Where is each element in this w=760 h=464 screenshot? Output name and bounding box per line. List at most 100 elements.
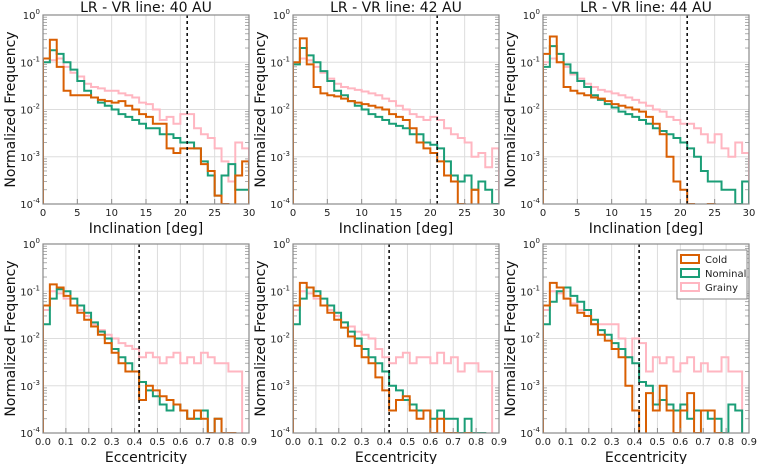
series-cold	[543, 35, 716, 204]
x-tick-label: 0.6	[672, 437, 688, 448]
panel-3: 0 5 10 15 20 25 30 100 10-1 10-2 10-3 10-4 Inclinati…	[503, 0, 755, 237]
series-cold	[43, 283, 237, 433]
x-tick-label: 0.1	[558, 437, 574, 448]
y-tick-exponent: -2	[283, 332, 290, 340]
x-tick-label: 0.1	[58, 437, 74, 448]
x-tick-label: 0.9	[241, 437, 257, 448]
y-tick-label: 10-3	[20, 150, 40, 164]
x-tick-label: 0.6	[172, 437, 188, 448]
legend-swatch-nominal	[680, 268, 700, 278]
y-tick-label: 10-3	[20, 379, 40, 393]
x-tick-label: 5	[574, 208, 580, 219]
x-tick-label: 0.4	[377, 437, 393, 448]
legend-label-nominal: Nominal	[705, 269, 746, 280]
x-tick-label: 0.0	[35, 437, 51, 448]
x-tick-label: 0.0	[285, 437, 301, 448]
x-tick-label: 20	[174, 208, 187, 219]
y-tick-exponent: -3	[33, 150, 40, 158]
y-tick-exponent: -1	[283, 55, 290, 63]
x-axis-label: Eccentricity	[605, 450, 687, 464]
y-tick-exponent: -1	[33, 55, 40, 63]
panel-4: 0.0 0.1 0.2 0.3 0.4 0.5 0.6 0.7 0.8 0.9 100 10-1 10-…	[3, 237, 257, 464]
y-tick-exponent: 0	[36, 8, 40, 16]
x-tick-label: 0.2	[581, 437, 597, 448]
x-tick-label: 5	[74, 208, 80, 219]
y-tick-exponent: -4	[33, 197, 41, 205]
x-axis-label: Eccentricity	[105, 450, 187, 464]
y-tick-exponent: -2	[33, 103, 40, 111]
y-tick-exponent: -2	[533, 332, 540, 340]
y-tick-exponent: -4	[33, 426, 41, 434]
y-tick-label: 100	[23, 237, 40, 251]
x-tick-label: 0.7	[445, 437, 461, 448]
y-tick-exponent: -3	[283, 379, 290, 387]
series-grainy	[43, 57, 249, 204]
x-tick-label: 0.6	[422, 437, 438, 448]
y-tick-exponent: -4	[533, 426, 541, 434]
y-axis-label: Normalized Frequency	[3, 260, 19, 416]
y-tick-exponent: -1	[33, 284, 40, 292]
panel-1: 0 5 10 15 20 25 30 100 10-1 10-2 10-3 10-4 Inclinati…	[3, 0, 255, 237]
x-axis-label: Inclination [deg]	[339, 221, 454, 237]
y-tick-exponent: -1	[533, 55, 540, 63]
x-tick-label: 0	[540, 208, 546, 219]
x-tick-label: 15	[140, 208, 153, 219]
x-tick-label: 0.3	[604, 437, 620, 448]
x-tick-label: 0.7	[695, 437, 711, 448]
x-tick-label: 0.2	[331, 437, 347, 448]
plot-frame	[42, 243, 250, 434]
panel-5: 0.0 0.1 0.2 0.3 0.4 0.5 0.6 0.7 0.8 0.9 100 10-1 10-…	[253, 237, 507, 464]
x-axis-label: Inclination [deg]	[89, 221, 204, 237]
x-tick-label: 20	[674, 208, 687, 219]
y-tick-label: 10-2	[520, 332, 540, 346]
y-tick-exponent: -4	[283, 426, 291, 434]
x-tick-label: 0.5	[149, 437, 165, 448]
y-tick-exponent: 0	[286, 8, 290, 16]
x-tick-label: 10	[605, 208, 618, 219]
y-tick-label: 10-2	[520, 103, 540, 117]
x-tick-label: 30	[493, 208, 506, 219]
x-tick-label: 15	[390, 208, 403, 219]
y-tick-exponent: -3	[533, 150, 540, 158]
y-axis-label: Normalized Frequency	[253, 31, 269, 187]
panel-title: LR - VR line: 40 AU	[80, 0, 212, 16]
x-tick-label: 0.4	[627, 437, 643, 448]
y-tick-label: 10-1	[20, 284, 40, 298]
y-tick-label: 10-4	[20, 197, 40, 211]
y-tick-exponent: -3	[533, 379, 540, 387]
panel-title: LR - VR line: 44 AU	[580, 0, 712, 16]
y-tick-label: 100	[273, 8, 290, 22]
series-nominal	[543, 286, 744, 433]
x-tick-label: 30	[743, 208, 756, 219]
y-tick-label: 10-3	[270, 379, 290, 393]
x-tick-label: 25	[458, 208, 471, 219]
y-tick-exponent: -4	[533, 197, 541, 205]
y-axis-label: Normalized Frequency	[503, 260, 519, 416]
y-tick-exponent: 0	[536, 8, 540, 16]
y-tick-label: 10-2	[20, 332, 40, 346]
y-tick-exponent: -4	[283, 197, 291, 205]
panel-6: 0.0 0.1 0.2 0.3 0.4 0.5 0.6 0.7 0.8 0.9 100 10-1 10-…	[503, 237, 757, 464]
y-tick-exponent: 0	[286, 237, 290, 245]
y-tick-label: 10-2	[20, 103, 40, 117]
y-tick-label: 100	[523, 8, 540, 22]
x-tick-label: 0.9	[491, 437, 507, 448]
y-axis-label: Normalized Frequency	[3, 31, 19, 187]
x-tick-label: 0.5	[399, 437, 415, 448]
y-tick-label: 10-3	[270, 150, 290, 164]
x-tick-label: 0	[40, 208, 46, 219]
x-tick-label: 0.3	[354, 437, 370, 448]
x-tick-label: 0.0	[535, 437, 551, 448]
legend: Cold Nominal Grainy	[676, 249, 748, 300]
y-tick-label: 100	[23, 8, 40, 22]
plot-frame	[542, 243, 750, 434]
series-nominal	[293, 286, 487, 433]
series-nominal	[543, 45, 749, 204]
y-tick-label: 10-1	[270, 284, 290, 298]
series-grainy	[543, 290, 744, 433]
y-tick-label: 10-1	[520, 284, 540, 298]
x-tick-label: 10	[355, 208, 368, 219]
y-tick-exponent: -2	[283, 103, 290, 111]
x-tick-label: 0	[290, 208, 296, 219]
